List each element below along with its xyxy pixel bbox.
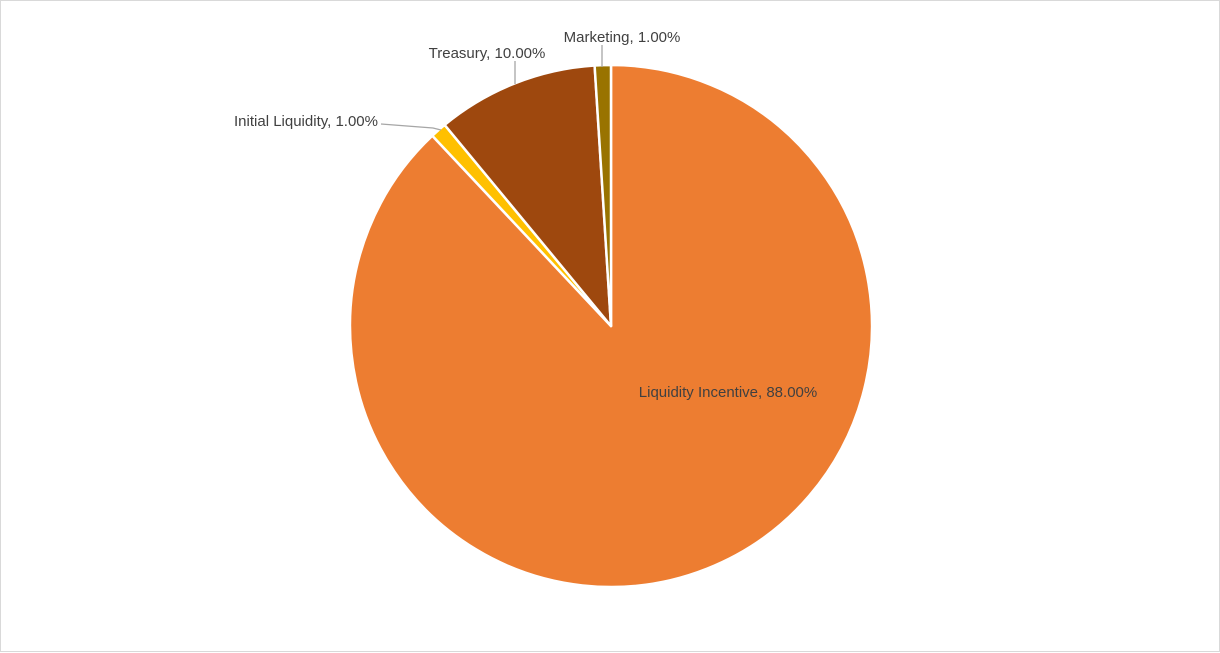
data-label-initial-liquidity: Initial Liquidity, 1.00% xyxy=(234,113,378,130)
data-label-liquidity-incentive: Liquidity Incentive, 88.00% xyxy=(639,384,817,401)
pie-slice-liquidity-incentive xyxy=(348,63,874,589)
leader-lines xyxy=(380,45,603,131)
data-label-marketing: Marketing, 1.00% xyxy=(564,29,681,46)
pie-slice-marketing xyxy=(593,63,613,328)
data-label-treasury: Treasury, 10.00% xyxy=(429,45,546,62)
data-labels: Liquidity Incentive, 88.00% Initial Liqu… xyxy=(234,29,817,401)
leader-line-initial-liquidity xyxy=(380,123,442,131)
pie-slices xyxy=(348,63,874,589)
